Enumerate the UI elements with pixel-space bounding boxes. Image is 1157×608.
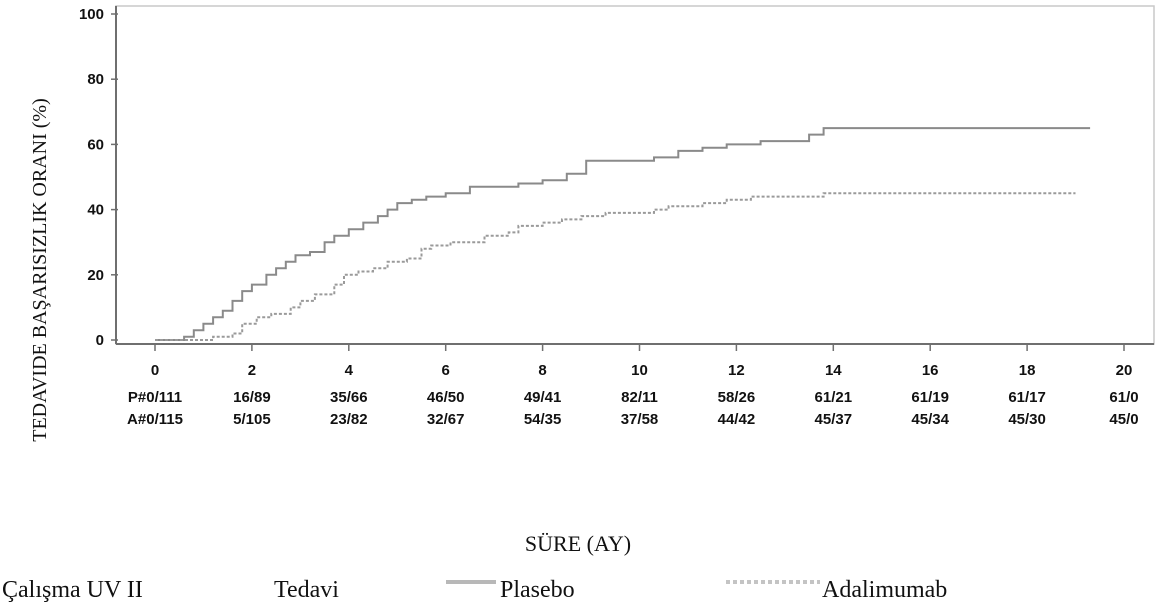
at-risk-value: 45/37: [815, 411, 853, 428]
at-risk-value: 46/50: [427, 389, 465, 406]
x-tick-label: 10: [631, 362, 648, 379]
at-risk-value: 61/21: [815, 389, 853, 406]
at-risk-value: 45/0: [1109, 411, 1138, 428]
y-tick-label: 80: [87, 71, 104, 88]
at-risk-value: 23/82: [330, 411, 368, 428]
y-tick-label: 0: [96, 332, 104, 349]
x-tick-label: 4: [345, 362, 354, 379]
x-tick-label: 8: [538, 362, 546, 379]
at-risk-value: 45/30: [1008, 411, 1046, 428]
y-tick-label: 60: [87, 136, 104, 153]
x-axis-title: SÜRE (AY): [525, 531, 631, 556]
y-tick-label: 100: [79, 6, 104, 23]
y-ticks: 0 20 40 60 80 100: [79, 6, 118, 349]
x-tick-label: 2: [248, 362, 256, 379]
at-risk-value: 45/34: [911, 411, 949, 428]
y-tick-label: 20: [87, 267, 104, 284]
plot-frame: [115, 5, 1155, 345]
x-ticks: 0 2 4 6 8 10 12 14 16 18 20: [151, 344, 1133, 379]
at-risk-value: 82/11: [621, 389, 658, 406]
at-risk-value: 49/41: [524, 389, 562, 406]
legend-adalimumab-label: Adalimumab: [822, 577, 947, 603]
at-risk-row-label: P#0/111: [128, 389, 182, 406]
at-risk-value: 61/17: [1008, 389, 1046, 406]
at-risk-value: 61/19: [911, 389, 949, 406]
at-risk-value: 61/0: [1109, 389, 1138, 406]
at-risk-value: 54/35: [524, 411, 562, 428]
x-tick-label: 20: [1116, 362, 1133, 379]
series-line-plasebo: [155, 127, 1091, 341]
x-tick-label: 0: [151, 362, 159, 379]
x-tick-label: 18: [1019, 362, 1036, 379]
x-tick-label: 14: [825, 362, 842, 379]
legend-treatment: Tedavi: [274, 577, 339, 603]
at-risk-table: P#0/111 16/89 35/66 46/50 49/41 82/11 58/26 61/…: [127, 389, 1139, 428]
x-tick-label: 6: [442, 362, 450, 379]
series-line-adalimumab: [155, 192, 1076, 341]
legend: Çalışma UV II Tedavi Plasebo Adalimumab: [2, 577, 947, 603]
x-tick-label: 16: [922, 362, 939, 379]
series-layer: [155, 127, 1091, 341]
at-risk-value: 5/105: [233, 411, 271, 428]
at-risk-value: 16/89: [233, 389, 271, 406]
y-tick-label: 40: [87, 202, 104, 219]
at-risk-row-label: A#0/115: [127, 411, 183, 428]
y-axis-title: TEDAVIDE BAŞARISIZLIK ORANI (%): [29, 98, 51, 442]
legend-study: Çalışma UV II: [2, 577, 143, 603]
at-risk-value: 44/42: [718, 411, 756, 428]
at-risk-value: 37/58: [621, 411, 659, 428]
legend-plasebo-label: Plasebo: [500, 577, 575, 603]
x-tick-label: 12: [728, 362, 745, 379]
at-risk-value: 58/26: [718, 389, 756, 406]
at-risk-value: 32/67: [427, 411, 465, 428]
at-risk-value: 35/66: [330, 389, 368, 406]
